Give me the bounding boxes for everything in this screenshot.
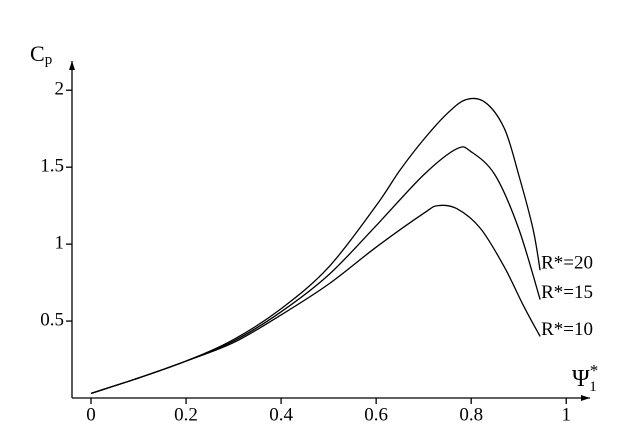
y-tick-label: 1	[55, 232, 65, 253]
series-line	[90, 97, 541, 395]
x-axis-label: Ψ* 1	[572, 361, 598, 396]
y-axis-label: Cp	[30, 41, 52, 68]
y-tick-label: 0.5	[40, 309, 64, 330]
series-label: R*=20	[541, 253, 593, 274]
x-tick-label: 1	[561, 404, 571, 425]
x-tick-label: 0.2	[174, 404, 198, 425]
series-label: R*=15	[541, 282, 593, 303]
y-tick-label: 2	[55, 79, 65, 100]
x-tick-label: 0.8	[459, 404, 483, 425]
x-axis-arrow	[581, 395, 590, 401]
x-tick-label: 0	[86, 404, 96, 425]
y-axis-arrow	[69, 61, 75, 70]
x-tick-label: 0.6	[364, 404, 388, 425]
series-line	[90, 146, 541, 395]
series-label: R*=10	[541, 319, 593, 340]
x-tick-label: 0.4	[269, 404, 293, 425]
series-line	[90, 204, 541, 395]
y-tick-label: 1.5	[40, 156, 64, 177]
